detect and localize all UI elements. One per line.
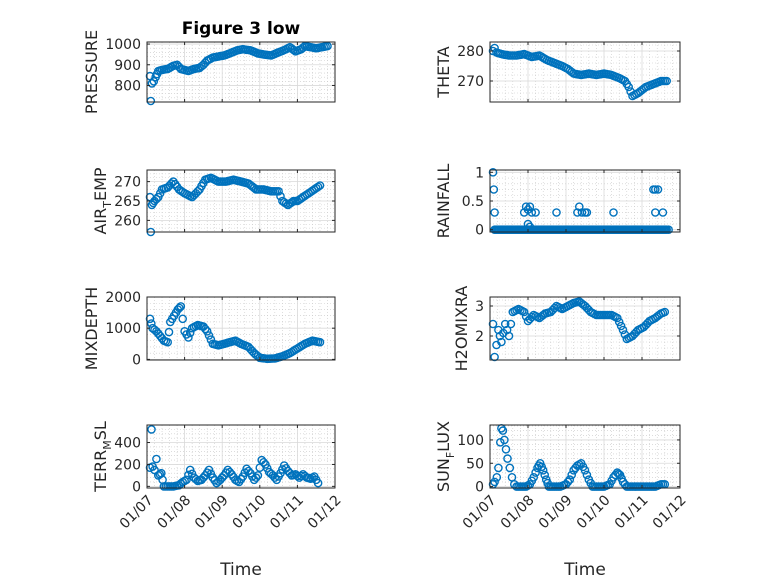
y-axis-label-main: AIR: [91, 208, 110, 235]
y-tick-label: 0: [475, 480, 484, 496]
x-tick-label: 01/07: [117, 492, 157, 532]
x-tick-label: 01/10: [230, 492, 270, 532]
y-axis-label: H2OMIXRA: [452, 286, 471, 372]
y-axis-label: AIRTEMP: [91, 167, 114, 234]
y-tick-label: 400: [114, 436, 141, 452]
figure-canvas: 8009001000PRESSUREFigure 3 low270280THET…: [0, 0, 778, 583]
x-axis-label: Time: [563, 560, 606, 580]
x-tick-label: 01/11: [612, 492, 652, 532]
y-axis-label: MIXDEPTH: [82, 287, 101, 370]
subplot-mixdepth: 0 1000 2000MIXDEPTH: [82, 287, 335, 370]
y-tick-label: 2: [475, 329, 484, 345]
x-tick-label: 01/08: [498, 492, 538, 532]
y-tick-label: 2000: [105, 290, 141, 306]
x-axis-label: Time: [219, 560, 262, 580]
y-tick-label: 270: [114, 175, 141, 191]
y-tick-label: 1: [475, 165, 484, 181]
y-tick-label: 900: [114, 58, 141, 74]
y-axis-label: TERRMSL: [91, 421, 114, 493]
y-axis-label-main: MIXDEPTH: [82, 287, 101, 370]
y-axis-label-main: SUN: [434, 458, 453, 492]
y-tick-label: 280: [457, 44, 484, 60]
y-tick-label: 800: [114, 78, 141, 94]
y-axis-label: SUNFLUX: [434, 421, 457, 492]
y-axis-label-main: H2OMIXRA: [452, 286, 471, 372]
y-axis-label: THETA: [434, 46, 453, 98]
y-tick-label: 50: [466, 456, 484, 472]
y-axis-label-main: RAINFALL: [434, 164, 453, 239]
y-tick-label: 1000: [105, 37, 141, 53]
x-tick-label: 01/09: [192, 492, 232, 532]
x-tick-label: 01/11: [267, 492, 307, 532]
y-tick-label: 200: [114, 457, 141, 473]
y-axis-label-main: TERR: [91, 450, 110, 493]
y-tick-label: 260: [114, 213, 141, 229]
y-axis-label-tail: SL: [91, 421, 110, 440]
x-tick-label: 01/10: [574, 492, 614, 532]
y-tick-label: 265: [114, 194, 141, 210]
x-tick-label: 01/09: [536, 492, 576, 532]
y-tick-label: 0: [132, 479, 141, 495]
x-tick-label: 01/12: [650, 492, 690, 532]
y-axis-label: RAINFALL: [434, 164, 453, 239]
x-tick-label: 01/12: [305, 492, 345, 532]
y-axis-label-main: THETA: [434, 46, 453, 98]
y-axis-label-main: PRESSURE: [82, 30, 101, 114]
y-tick-label: 3: [475, 299, 484, 315]
y-axis-label: PRESSURE: [82, 30, 101, 114]
x-tick-label: 01/08: [154, 492, 194, 532]
y-axis-label-subscript: M: [101, 440, 114, 450]
y-axis-label-tail: EMP: [91, 167, 110, 201]
y-tick-label: 100: [457, 433, 484, 449]
x-tick-label: 01/07: [460, 492, 500, 532]
y-tick-label: 0: [475, 223, 484, 239]
y-axis-label-tail: LUX: [434, 421, 453, 452]
subplot-rainfall: 0 0.5 1 RAINFALL: [434, 164, 680, 239]
y-tick-label: 1000: [105, 321, 141, 337]
subplot-air_temp: 260 265 270AIRTEMP: [91, 167, 335, 235]
chart-title: Figure 3 low: [182, 19, 301, 39]
y-tick-label: 0: [132, 352, 141, 368]
y-tick-label: 0.5: [462, 194, 484, 210]
y-tick-label: 270: [457, 74, 484, 90]
